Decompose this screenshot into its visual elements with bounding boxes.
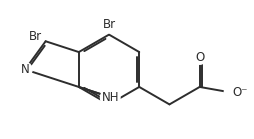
Text: O⁻: O⁻: [232, 86, 248, 99]
Circle shape: [224, 82, 244, 102]
Text: N: N: [21, 63, 29, 76]
Text: NH: NH: [102, 91, 119, 104]
Circle shape: [26, 27, 44, 45]
Text: Br: Br: [29, 30, 42, 43]
Circle shape: [101, 88, 120, 107]
Circle shape: [18, 63, 32, 76]
Circle shape: [100, 15, 118, 33]
Circle shape: [193, 50, 207, 64]
Text: O: O: [195, 51, 204, 64]
Text: Br: Br: [102, 18, 116, 31]
